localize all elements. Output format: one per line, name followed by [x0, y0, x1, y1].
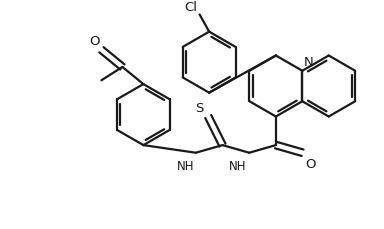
Text: O: O [305, 158, 316, 171]
Text: S: S [195, 102, 204, 114]
Text: NH: NH [229, 160, 247, 173]
Text: O: O [89, 35, 99, 48]
Text: Cl: Cl [185, 0, 198, 14]
Text: NH: NH [176, 160, 194, 173]
Text: N: N [303, 56, 313, 69]
